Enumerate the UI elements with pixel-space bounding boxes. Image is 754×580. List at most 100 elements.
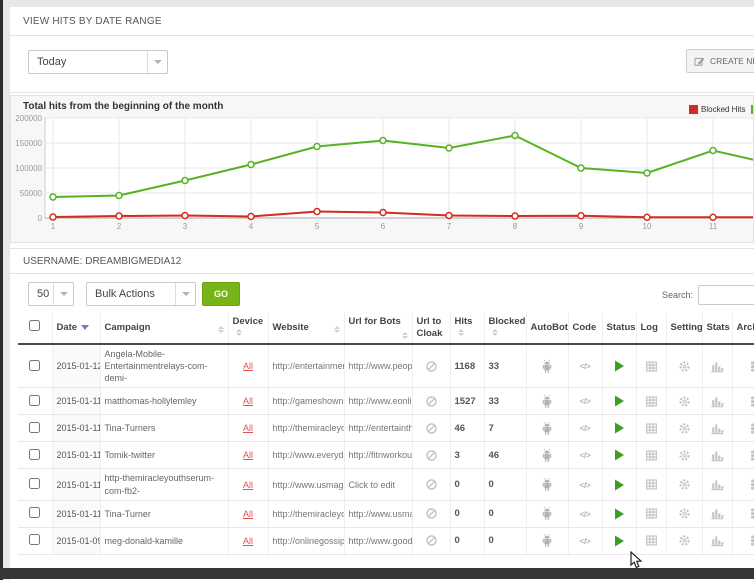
row-checkbox[interactable]	[29, 359, 41, 371]
settings-gear-icon[interactable]	[678, 507, 691, 520]
legend-item: Valid Hits	[751, 105, 753, 114]
mouse-cursor	[630, 551, 643, 569]
url-cloak-disabled-icon[interactable]	[425, 507, 438, 520]
autobot-android-icon[interactable]	[540, 477, 554, 492]
device-all-link[interactable]: All	[242, 396, 253, 407]
settings-gear-icon[interactable]	[678, 395, 691, 408]
row-checkbox[interactable]	[29, 394, 41, 406]
sort-icon	[457, 329, 464, 337]
settings-gear-icon[interactable]	[678, 449, 691, 462]
bulk-actions-select[interactable]: Bulk Actions	[86, 282, 196, 306]
go-button[interactable]: GO	[202, 282, 240, 306]
code-icon[interactable]: </>	[579, 361, 591, 372]
log-icon[interactable]	[645, 534, 658, 547]
row-checkbox[interactable]	[29, 448, 41, 460]
legend-item: Blocked Hits	[689, 105, 745, 114]
date-range-select[interactable]: Today	[28, 50, 168, 74]
archive-icon[interactable]	[749, 507, 754, 520]
device-all-link[interactable]: All	[242, 423, 253, 434]
archive-icon[interactable]	[749, 422, 754, 435]
log-icon[interactable]	[645, 395, 658, 408]
stats-bar-chart-icon[interactable]	[710, 534, 724, 547]
status-running-icon[interactable]	[614, 422, 625, 434]
settings-gear-icon[interactable]	[678, 478, 691, 491]
stats-bar-chart-icon[interactable]	[710, 449, 724, 462]
col-date[interactable]: Date	[52, 312, 101, 345]
row-checkbox[interactable]	[29, 478, 41, 490]
col-url-for-bots[interactable]: Url for Bots	[344, 312, 413, 345]
archive-icon[interactable]	[749, 534, 754, 547]
stats-bar-chart-icon[interactable]	[710, 478, 724, 491]
col-url-to-cloak[interactable]: Url to Cloak	[412, 312, 451, 345]
col-blocked[interactable]: Blocked	[484, 312, 527, 345]
url-cloak-disabled-icon[interactable]	[425, 422, 438, 435]
device-all-link[interactable]: All	[242, 535, 253, 546]
code-icon[interactable]: </>	[579, 479, 591, 490]
status-running-icon[interactable]	[614, 449, 625, 461]
select-all-checkbox[interactable]	[29, 320, 41, 332]
autobot-android-icon[interactable]	[540, 359, 554, 374]
row-checkbox[interactable]	[29, 507, 41, 519]
search-label: Search:	[662, 290, 694, 300]
autobot-android-icon[interactable]	[540, 506, 554, 521]
table-row: 2015-01-11 Tina-Turners All http://themi…	[18, 414, 754, 443]
col-campaign[interactable]: Campaign	[100, 312, 229, 345]
code-icon[interactable]: </>	[579, 423, 591, 434]
svg-text:5: 5	[315, 222, 320, 231]
url-cloak-disabled-icon[interactable]	[425, 360, 438, 373]
status-running-icon[interactable]	[614, 479, 625, 491]
col-settings: Settings	[666, 312, 703, 345]
device-all-link[interactable]: All	[242, 450, 253, 461]
sort-icon	[235, 329, 242, 337]
autobot-android-icon[interactable]	[540, 533, 554, 548]
settings-gear-icon[interactable]	[678, 422, 691, 435]
autobot-android-icon[interactable]	[540, 448, 554, 463]
autobot-android-icon[interactable]	[540, 421, 554, 436]
archive-icon[interactable]	[749, 478, 754, 491]
log-icon[interactable]	[645, 449, 658, 462]
create-new-campaign-button[interactable]: CREATE NEW CAMPAIGN	[686, 49, 754, 73]
stats-bar-chart-icon[interactable]	[710, 360, 724, 373]
bottom-dark-bar	[0, 568, 754, 579]
status-running-icon[interactable]	[614, 535, 625, 547]
table-row: 2015-01-11 http-themiracleyouthserum-com…	[18, 468, 754, 501]
code-icon[interactable]: </>	[579, 508, 591, 519]
url-cloak-disabled-icon[interactable]	[425, 449, 438, 462]
log-icon[interactable]	[645, 422, 658, 435]
settings-gear-icon[interactable]	[678, 534, 691, 547]
device-all-link[interactable]: All	[242, 361, 253, 372]
log-icon[interactable]	[645, 360, 658, 373]
status-running-icon[interactable]	[614, 508, 625, 520]
col-hits[interactable]: Hits	[450, 312, 485, 345]
stats-bar-chart-icon[interactable]	[710, 395, 724, 408]
log-icon[interactable]	[645, 507, 658, 520]
col-device[interactable]: Device	[228, 312, 269, 345]
code-icon[interactable]: </>	[579, 396, 591, 407]
url-cloak-disabled-icon[interactable]	[425, 534, 438, 547]
device-all-link[interactable]: All	[242, 479, 253, 490]
url-cloak-disabled-icon[interactable]	[425, 395, 438, 408]
archive-icon[interactable]	[749, 395, 754, 408]
device-all-link[interactable]: All	[242, 508, 253, 519]
url-cloak-disabled-icon[interactable]	[425, 478, 438, 491]
status-running-icon[interactable]	[614, 395, 625, 407]
row-checkbox[interactable]	[29, 421, 41, 433]
stats-bar-chart-icon[interactable]	[710, 507, 724, 520]
page-size-select[interactable]: 50	[28, 282, 74, 306]
archive-icon[interactable]	[749, 360, 754, 373]
autobot-android-icon[interactable]	[540, 394, 554, 409]
chart-legend: Blocked Hits Valid Hits	[689, 105, 753, 114]
status-running-icon[interactable]	[614, 360, 625, 372]
create-new-campaign-label: CREATE NEW CAMPAIGN	[710, 56, 754, 66]
username-bar: USERNAME: DREAMBIGMEDIA12	[10, 248, 754, 274]
archive-icon[interactable]	[749, 449, 754, 462]
row-checkbox[interactable]	[29, 534, 41, 546]
stats-bar-chart-icon[interactable]	[710, 422, 724, 435]
search-input[interactable]	[698, 285, 754, 305]
settings-gear-icon[interactable]	[678, 360, 691, 373]
code-icon[interactable]: </>	[579, 535, 591, 546]
log-icon[interactable]	[645, 478, 658, 491]
code-icon[interactable]: </>	[579, 450, 591, 461]
col-website[interactable]: Website	[268, 312, 345, 345]
